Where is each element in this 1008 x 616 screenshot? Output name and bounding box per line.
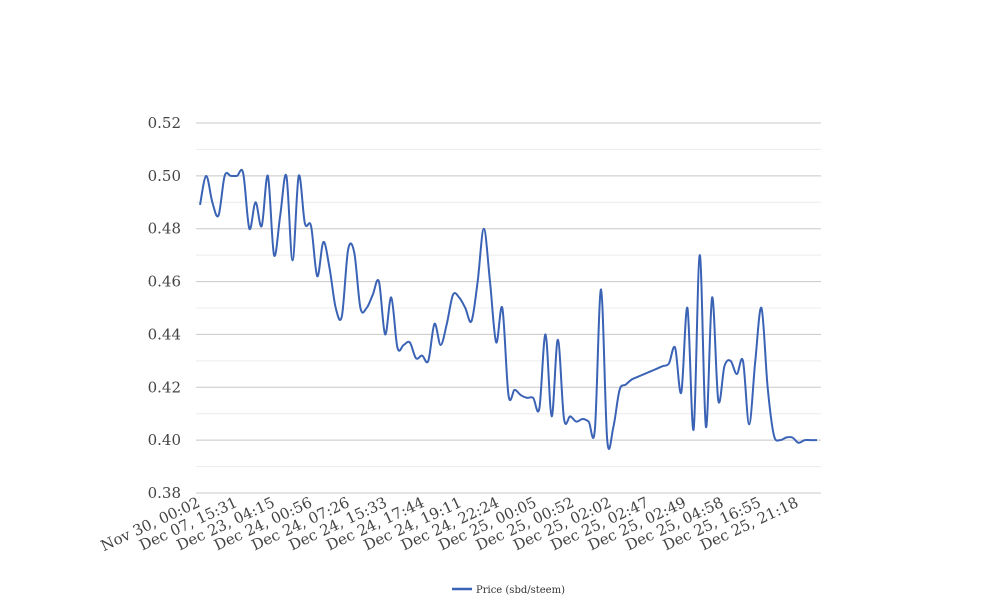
series-line-price	[199, 168, 817, 450]
y-tick-label: 0.46	[148, 273, 181, 291]
legend: Price (sbd/steem)	[452, 585, 565, 596]
grid-lines	[196, 122, 821, 494]
y-tick-label: 0.42	[148, 378, 181, 396]
y-tick-label: 0.40	[148, 431, 181, 449]
legend-label: Price (sbd/steem)	[476, 585, 565, 596]
y-tick-label: 0.52	[148, 114, 181, 132]
y-tick-label: 0.38	[148, 484, 181, 502]
y-tick-label: 0.50	[148, 167, 181, 185]
series-group	[199, 168, 817, 450]
y-axis-ticks: 0.38 0.40 0.42 0.44 0.46 0.48 0.50 0.52	[148, 114, 181, 502]
y-tick-label: 0.48	[148, 220, 181, 238]
y-tick-label: 0.44	[148, 325, 181, 343]
